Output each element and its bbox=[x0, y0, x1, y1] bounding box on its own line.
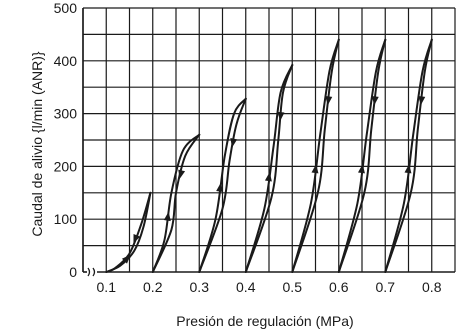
rising-curve bbox=[337, 38, 387, 273]
rising-curve bbox=[291, 38, 340, 273]
hysteresis-loop bbox=[151, 133, 201, 273]
x-axis-title: Presión de regulación (MPa) bbox=[176, 313, 353, 329]
falling-curve bbox=[337, 38, 387, 273]
falling-arrow bbox=[371, 96, 379, 106]
falling-curve bbox=[151, 133, 201, 273]
rising-curve bbox=[244, 64, 294, 273]
falling-curve bbox=[105, 191, 152, 273]
rising-curve bbox=[198, 97, 247, 273]
axis-break-mark bbox=[87, 267, 96, 277]
rising-arrow bbox=[311, 164, 319, 174]
hysteresis-loop bbox=[105, 191, 152, 273]
hysteresis-loop bbox=[291, 38, 340, 273]
hysteresis-loop bbox=[337, 38, 387, 273]
y-tick-label: 300 bbox=[54, 106, 78, 122]
falling-curve bbox=[244, 64, 294, 273]
rising-arrow bbox=[404, 164, 412, 174]
series-group bbox=[105, 38, 433, 273]
rising-curve bbox=[384, 38, 433, 273]
x-tick-label: 0.5 bbox=[283, 279, 303, 295]
y-axis-title: Caudal de alivio {l/min (ANR)} bbox=[29, 51, 45, 237]
rising-curve bbox=[151, 133, 201, 273]
x-tick-label: 0.2 bbox=[143, 279, 163, 295]
y-tick-label: 500 bbox=[54, 0, 78, 16]
hysteresis-loop bbox=[244, 64, 294, 273]
axes bbox=[82, 8, 455, 277]
falling-arrow bbox=[178, 169, 186, 180]
x-tick-label: 0.6 bbox=[329, 279, 349, 295]
x-tick-label: 0.8 bbox=[422, 279, 442, 295]
hysteresis-loop bbox=[384, 38, 433, 273]
x-tick-label: 0.1 bbox=[97, 279, 117, 295]
y-tick-label: 100 bbox=[54, 211, 78, 227]
rising-arrow bbox=[163, 211, 171, 222]
falling-arrow bbox=[133, 233, 141, 244]
grid bbox=[82, 7, 456, 272]
x-tick-label: 0.3 bbox=[190, 279, 210, 295]
x-tick-label: 0.4 bbox=[236, 279, 256, 295]
falling-arrow bbox=[230, 138, 238, 148]
hysteresis-loop bbox=[198, 97, 247, 273]
y-tick-label: 400 bbox=[54, 53, 78, 69]
falling-curve bbox=[291, 38, 340, 273]
falling-curve bbox=[384, 38, 433, 273]
falling-curve bbox=[198, 97, 247, 273]
falling-arrow bbox=[277, 111, 285, 122]
rising-arrow bbox=[121, 254, 131, 264]
rising-arrow bbox=[216, 182, 224, 192]
tick-labels: 0 100 200 300 400 500 0.1 0.2 0.3 0.4 0.5 0.6 0.7 0.8 bbox=[54, 0, 442, 295]
falling-arrow bbox=[418, 96, 426, 106]
x-tick-label: 0.7 bbox=[376, 279, 396, 295]
rising-arrow bbox=[357, 164, 365, 174]
y-tick-label: 200 bbox=[54, 158, 78, 174]
y-tick-label: 0 bbox=[69, 264, 77, 280]
rising-arrow bbox=[264, 172, 272, 182]
falling-arrow bbox=[325, 96, 333, 106]
